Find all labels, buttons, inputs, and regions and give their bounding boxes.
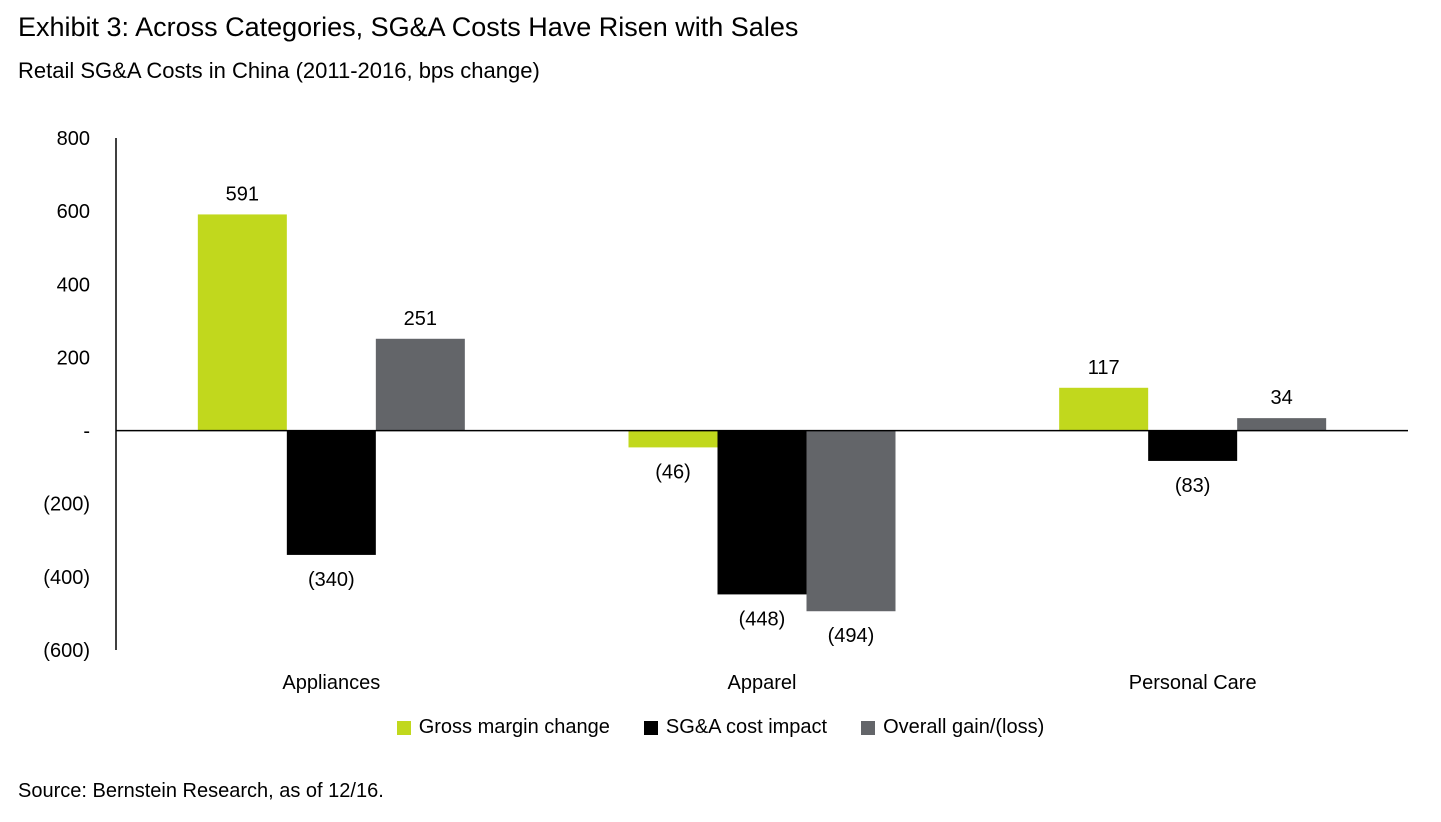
data-label: 117: [1088, 357, 1120, 379]
legend-item: Overall gain/(loss): [861, 716, 1044, 739]
bar: [628, 430, 718, 448]
bar: [1148, 430, 1238, 461]
x-tick-label: Apparel: [728, 672, 797, 694]
y-tick-label: (600): [43, 640, 90, 662]
y-tick-label: -: [83, 421, 90, 443]
data-label: (46): [655, 461, 691, 483]
bar: [286, 430, 376, 555]
bar: [1237, 418, 1327, 431]
bar: [197, 214, 287, 431]
legend-label: SG&A cost impact: [665, 716, 828, 738]
data-label: 34: [1271, 387, 1293, 409]
chart-subtitle: Retail SG&A Costs in China (2011-2016, b…: [18, 58, 540, 83]
legend-item: SG&A cost impact: [643, 716, 828, 739]
data-label: 251: [404, 308, 437, 330]
legend-item: Gross margin change: [396, 716, 610, 739]
data-label: (340): [308, 569, 355, 591]
y-tick-label: (200): [43, 494, 90, 516]
data-label: 591: [226, 183, 259, 205]
y-tick-label: 600: [57, 201, 90, 223]
bar: [806, 430, 896, 612]
data-label: (83): [1175, 475, 1211, 497]
chart-title: Exhibit 3: Across Categories, SG&A Costs…: [18, 12, 799, 42]
legend-swatch: [396, 720, 411, 735]
x-tick-label: Personal Care: [1129, 672, 1257, 694]
legend-label: Gross margin change: [418, 716, 610, 738]
legend-swatch: [643, 720, 658, 735]
bar: [375, 338, 465, 431]
y-tick-label: 200: [57, 347, 90, 369]
y-tick-label: 800: [57, 128, 90, 150]
chart-legend: Gross margin change SG&A cost impact Overa…: [0, 716, 1441, 739]
bar: [1059, 387, 1149, 431]
data-label: (448): [739, 608, 786, 630]
data-label: (494): [828, 625, 875, 647]
bar: [717, 430, 807, 595]
x-tick-label: Appliances: [282, 672, 380, 694]
y-tick-label: 400: [57, 274, 90, 296]
y-tick-label: (400): [43, 567, 90, 589]
legend-swatch: [861, 720, 876, 735]
source-note: Source: Bernstein Research, as of 12/16.: [18, 780, 384, 802]
legend-label: Overall gain/(loss): [883, 716, 1045, 738]
